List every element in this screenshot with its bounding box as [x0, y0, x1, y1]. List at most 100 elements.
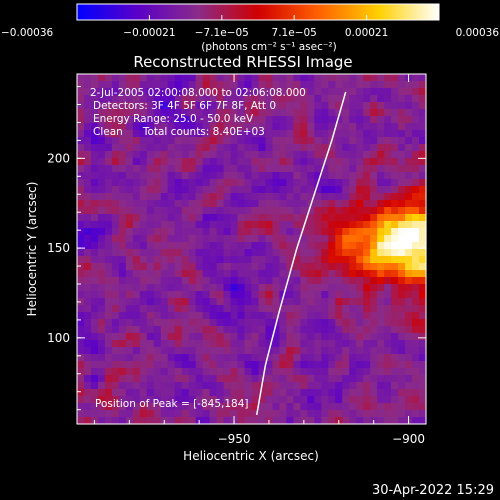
heatmap-cell: [181, 116, 190, 124]
heatmap-cell: [118, 137, 127, 145]
heatmap-cell: [272, 165, 281, 173]
heatmap-cell: [314, 256, 322, 264]
heatmap-cell: [125, 277, 134, 285]
heatmap-cell: [139, 361, 148, 369]
heatmap-cell: [97, 361, 106, 369]
heatmap-cell: [349, 109, 357, 117]
heatmap-cell: [300, 95, 308, 103]
heatmap-cell: [307, 74, 315, 82]
heatmap-cell: [272, 277, 281, 285]
heatmap-cell: [97, 242, 106, 250]
heatmap-cell: [195, 389, 204, 397]
heatmap-cell: [244, 130, 253, 138]
heatmap-cell: [258, 235, 267, 243]
heatmap-cell: [321, 88, 329, 96]
heatmap-cell: [111, 242, 120, 250]
heatmap-cell: [132, 179, 141, 187]
heatmap-cell: [398, 158, 406, 166]
heatmap-cell: [342, 130, 350, 138]
heatmap-cell: [398, 291, 406, 299]
heatmap-cell: [279, 319, 287, 327]
heatmap-cell: [174, 396, 183, 404]
heatmap-cell: [412, 396, 420, 404]
heatmap-cell: [209, 165, 218, 173]
heatmap-cell: [83, 151, 92, 159]
heatmap-cell: [230, 242, 239, 250]
heatmap-cell: [139, 249, 148, 257]
heatmap-cell: [77, 144, 85, 152]
heatmap-cell: [342, 382, 350, 390]
heatmap-cell: [216, 158, 225, 166]
heatmap-cell: [391, 333, 399, 341]
heatmap-cell: [328, 347, 336, 355]
heatmap-cell: [209, 333, 218, 341]
heatmap-cell: [160, 319, 169, 327]
heatmap-cell: [97, 270, 106, 278]
heatmap-cell: [244, 123, 253, 131]
heatmap-cell: [153, 207, 162, 215]
heatmap-cell: [258, 375, 267, 383]
heatmap-cell: [181, 242, 190, 250]
heatmap-cell: [77, 256, 85, 264]
heatmap-cell: [118, 270, 127, 278]
heatmap-cell: [223, 214, 232, 222]
heatmap-cell: [356, 277, 364, 285]
heatmap-cell: [356, 382, 364, 390]
heatmap-cell: [188, 116, 197, 124]
heatmap-cell: [258, 193, 267, 201]
heatmap-cell: [300, 291, 308, 299]
heatmap-cell: [139, 228, 148, 236]
heatmap-cell: [195, 221, 204, 229]
heatmap-cell: [118, 109, 127, 117]
heatmap-cell: [405, 347, 413, 355]
heatmap-cell: [321, 403, 329, 411]
heatmap-cell: [300, 116, 308, 124]
heatmap-cell: [342, 396, 350, 404]
heatmap-cell: [391, 319, 399, 327]
heatmap-cell: [223, 340, 232, 348]
heatmap-cell: [286, 158, 294, 166]
heatmap-cell: [335, 242, 343, 250]
heatmap-cell: [174, 200, 183, 208]
heatmap-cell: [391, 158, 399, 166]
heatmap-cell: [314, 340, 322, 348]
heatmap-cell: [167, 102, 176, 110]
y-tick-label: 150: [47, 241, 70, 255]
heatmap-cell: [398, 242, 406, 250]
heatmap-cell: [384, 130, 392, 138]
heatmap-cell: [251, 256, 260, 264]
heatmap-cell: [111, 88, 120, 96]
heatmap-cell: [230, 410, 239, 418]
heatmap-cell: [363, 256, 371, 264]
heatmap-cell: [307, 130, 315, 138]
heatmap-cell: [279, 389, 287, 397]
heatmap-cell: [90, 284, 99, 292]
heatmap-cell: [349, 305, 357, 313]
heatmap-cell: [293, 396, 301, 404]
heatmap-cell: [419, 228, 427, 236]
heatmap-cell: [258, 207, 267, 215]
heatmap-cell: [258, 151, 267, 159]
heatmap-cell: [279, 277, 287, 285]
heatmap-cell: [398, 375, 406, 383]
heatmap-cell: [104, 284, 113, 292]
heatmap-cell: [412, 333, 420, 341]
heatmap-cell: [342, 256, 350, 264]
heatmap-cell: [342, 326, 350, 334]
heatmap-cell: [272, 312, 281, 320]
heatmap-cell: [104, 305, 113, 313]
heatmap-cell: [251, 270, 260, 278]
heatmap-cell: [356, 235, 364, 243]
heatmap-cell: [349, 389, 357, 397]
heatmap-cell: [244, 326, 253, 334]
heatmap-cell: [398, 144, 406, 152]
heatmap-cell: [286, 382, 294, 390]
heatmap-cell: [391, 326, 399, 334]
heatmap-cell: [342, 242, 350, 250]
heatmap-cell: [412, 298, 420, 306]
heatmap-cell: [335, 333, 343, 341]
heatmap-cell: [251, 277, 260, 285]
heatmap-cell: [377, 172, 385, 180]
heatmap-cell: [258, 165, 267, 173]
heatmap-cell: [83, 298, 92, 306]
